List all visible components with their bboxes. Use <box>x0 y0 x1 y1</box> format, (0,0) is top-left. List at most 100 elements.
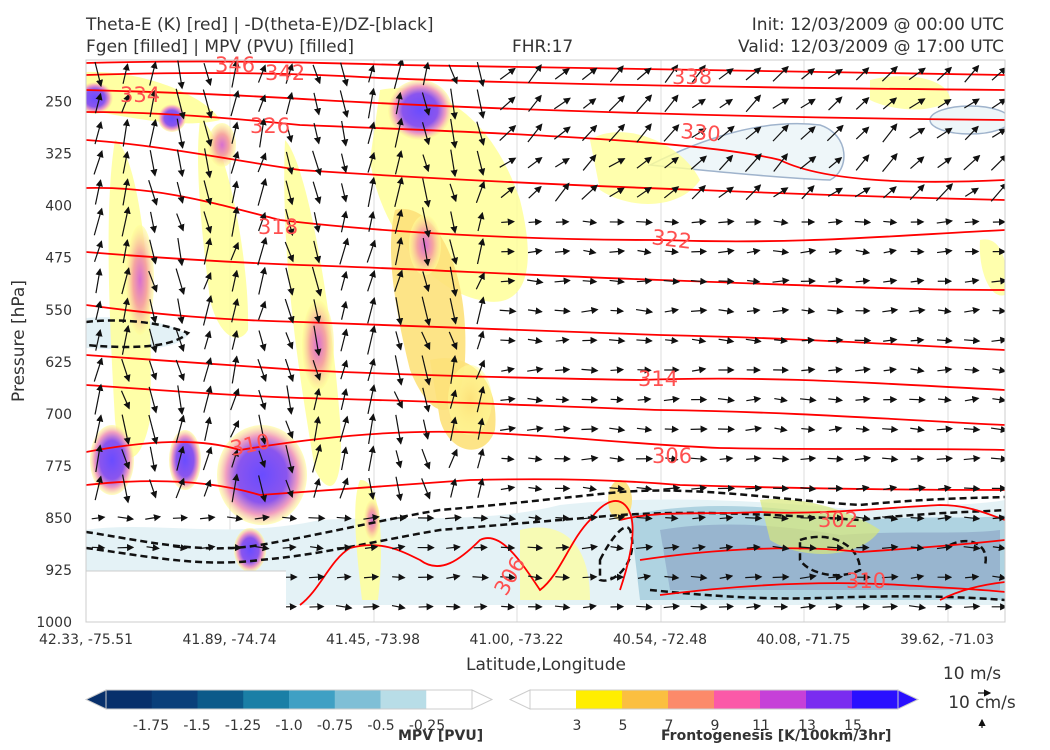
wind-vector <box>990 455 1005 463</box>
wind-vector <box>199 514 216 522</box>
mpv-colorbar-swatch-4 <box>289 690 336 709</box>
wind-vector <box>231 355 240 384</box>
wind-vector <box>663 603 681 611</box>
x-tick-0: 42.33, -75.51 <box>39 632 133 648</box>
fgen-colorbar-swatch-3 <box>668 690 715 709</box>
wind-vector <box>663 277 681 285</box>
wind-vector <box>610 366 625 374</box>
wind-vector <box>664 573 680 581</box>
wind-vector <box>285 63 294 84</box>
wind-vector <box>745 514 763 522</box>
wind-vector <box>94 475 103 501</box>
wind-vector <box>963 455 981 463</box>
forecast-hour: FHR:17 <box>512 37 574 57</box>
wind-vector <box>883 336 898 344</box>
wind-vector <box>665 514 679 522</box>
wind-vector <box>230 241 240 261</box>
wind-vector <box>746 455 762 463</box>
wind-vector <box>581 306 599 315</box>
wind-vector <box>528 484 543 493</box>
wind-vector <box>421 207 431 238</box>
wind-vector <box>692 514 707 522</box>
wind-vector <box>609 187 625 198</box>
x-tick-6: 39.62, -71.03 <box>900 632 994 648</box>
wind-vector <box>691 218 707 226</box>
wind-vector <box>855 395 871 404</box>
fgen-colorbar-tick-4: 11 <box>752 718 770 734</box>
wind-vector <box>501 366 515 374</box>
wind-vector <box>472 573 490 581</box>
wind-vector <box>177 298 185 325</box>
wind-vector <box>636 156 653 169</box>
wind-vector <box>936 247 953 256</box>
wind-vector <box>313 299 322 324</box>
wind-vector <box>421 448 431 470</box>
wind-vector <box>258 266 267 295</box>
wind-vector <box>828 396 844 404</box>
mpv-colorbar-extend-max <box>471 689 494 710</box>
wind-vector <box>500 395 516 404</box>
mpv-colorbar <box>84 689 494 710</box>
x-axis-label: Latitude,Longitude <box>466 655 626 675</box>
wind-vector <box>500 573 516 581</box>
wind-vector <box>450 149 458 178</box>
wind-vector <box>691 366 707 374</box>
wind-vector <box>717 396 735 404</box>
wind-vector <box>149 479 158 499</box>
wind-vector <box>910 455 925 463</box>
wind-vector <box>257 178 268 206</box>
wind-vector <box>856 484 870 492</box>
wind-vector <box>122 297 130 324</box>
wind-vector <box>313 92 322 116</box>
wind-vector <box>773 514 789 522</box>
wind-vector <box>175 329 185 352</box>
wind-vector <box>882 425 899 433</box>
x-tick-5: 40.08, -71.75 <box>756 632 850 648</box>
wind-vector <box>664 94 679 113</box>
wind-vector <box>691 247 708 256</box>
mpv-colorbar-tick-3: -1.0 <box>275 718 302 734</box>
wind-vector <box>363 514 380 522</box>
wind-vector <box>964 307 981 315</box>
wind-vector <box>421 478 431 500</box>
valid-time: Valid: 12/03/2009 @ 17:00 UTC <box>738 37 1004 57</box>
wind-vector <box>499 67 516 80</box>
wind-vector <box>393 391 403 409</box>
wind-vector <box>991 277 1005 285</box>
wind-vector <box>992 573 1005 581</box>
wind-vectors <box>91 60 1005 611</box>
wind-vector <box>500 484 516 492</box>
fgen-colorbar-tick-2: 7 <box>665 718 674 734</box>
wind-vector <box>909 484 926 492</box>
wind-vector <box>122 150 130 174</box>
wind-vector <box>94 383 104 415</box>
wind-vector <box>908 603 927 611</box>
wind-vector <box>528 185 542 199</box>
wind-vector <box>202 89 213 119</box>
wind-vector <box>581 514 599 522</box>
wind-vector <box>392 544 406 552</box>
wind-vector <box>855 96 870 110</box>
fgen-colorbar-outline <box>529 689 899 710</box>
mpv-colorbar-outline <box>105 689 473 710</box>
wind-vector <box>286 385 294 415</box>
wind-vector <box>610 544 625 552</box>
wind-vector <box>313 212 321 233</box>
contour-label-326: 326 <box>250 114 290 138</box>
wind-vector <box>93 150 104 175</box>
wind-vector <box>582 154 597 171</box>
wind-vector <box>340 359 349 380</box>
wind-vector <box>117 514 135 522</box>
wind-vector <box>313 415 321 442</box>
wind-vector <box>635 307 654 315</box>
wind-vector <box>368 445 376 472</box>
wind-vector <box>450 416 458 441</box>
wind-vector <box>746 395 762 404</box>
wind-vector <box>257 236 268 266</box>
wind-vector <box>175 268 186 296</box>
wind-vector <box>231 329 239 350</box>
wind-vector <box>690 455 708 463</box>
wind-vector <box>963 544 981 552</box>
wind-vector <box>391 603 406 611</box>
wind-vector <box>719 573 734 581</box>
